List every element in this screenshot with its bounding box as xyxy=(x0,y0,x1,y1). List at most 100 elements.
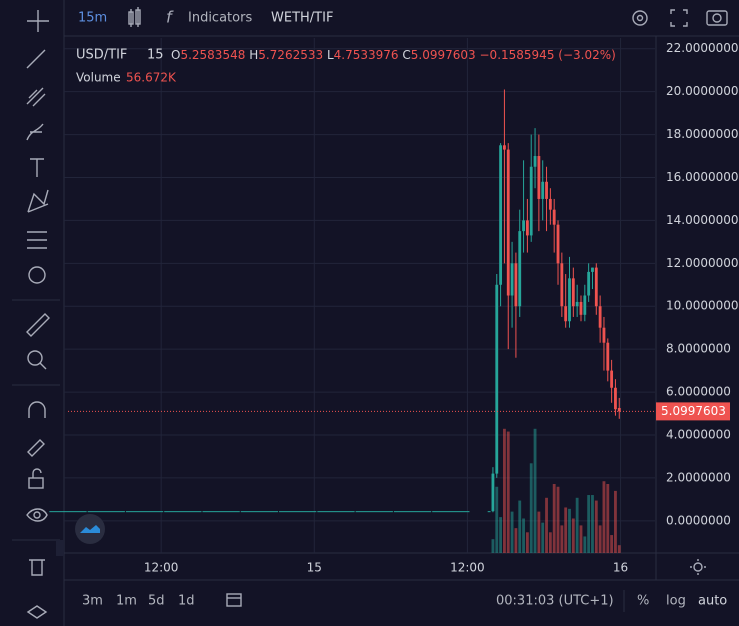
volume-bar xyxy=(571,518,575,553)
pair-button[interactable]: WETH/TIF xyxy=(271,11,333,26)
screenshot-button[interactable] xyxy=(706,10,728,26)
legend-low-label: L xyxy=(327,48,334,62)
candle-body xyxy=(606,342,610,371)
volume-bar xyxy=(510,511,514,553)
log-toggle[interactable]: log xyxy=(666,594,686,609)
candle-body xyxy=(518,231,522,307)
x-tick-label: 16 xyxy=(613,561,628,575)
candle-body xyxy=(537,156,541,199)
volume-bar xyxy=(587,495,591,553)
percent-toggle[interactable]: % xyxy=(637,594,649,609)
legend-symbol: USD/TIF xyxy=(76,48,127,63)
range-button[interactable]: 1d xyxy=(178,594,195,609)
candle-body xyxy=(495,284,499,474)
volume-bar xyxy=(579,525,583,553)
volume-bar xyxy=(537,511,541,553)
volume-bar xyxy=(602,481,606,553)
candle-body xyxy=(393,511,432,513)
y-tick-label: 0.0000000 xyxy=(666,513,731,527)
candle-body xyxy=(522,220,525,232)
volume-bar xyxy=(610,535,614,553)
candle-body xyxy=(240,511,279,513)
candle-body xyxy=(560,263,564,307)
volume-bar xyxy=(591,495,594,553)
legend-open: 5.2583548 xyxy=(180,48,245,62)
candle-body xyxy=(545,181,548,199)
y-tick-label: 22.0000000 xyxy=(666,41,739,55)
drawing-tools[interactable] xyxy=(26,49,50,619)
y-tick-label: 4.0000000 xyxy=(666,427,731,441)
legend-high-label: H xyxy=(249,48,258,62)
y-tick-label: 14.0000000 xyxy=(666,213,739,227)
x-tick-label: 12:00 xyxy=(450,561,485,575)
candle-body xyxy=(564,306,568,322)
fx-icon: f xyxy=(166,8,174,27)
candle-body xyxy=(525,220,529,236)
interval-button[interactable]: 15m xyxy=(78,11,107,26)
y-tick-label: 10.0000000 xyxy=(666,299,739,313)
goto-date-button[interactable] xyxy=(226,593,242,607)
candle-body xyxy=(602,327,606,343)
candle-body xyxy=(552,209,556,225)
crosshair-tool[interactable] xyxy=(27,10,49,32)
volume-bar xyxy=(541,522,545,553)
volume-bar xyxy=(522,518,525,553)
candle-body xyxy=(279,511,317,513)
candle-body xyxy=(491,473,495,512)
y-tick-label: 8.0000000 xyxy=(666,342,731,356)
range-button[interactable]: 5d xyxy=(148,594,165,609)
collapse-button[interactable] xyxy=(56,540,64,556)
legend-change: −0.1585945 (−3.02%) xyxy=(480,48,616,62)
volume-bar xyxy=(568,508,571,553)
legend-volume-value: 56.672K xyxy=(126,71,177,85)
volume-bar xyxy=(614,490,617,553)
range-button[interactable]: 1m xyxy=(116,594,137,609)
fullscreen-button[interactable] xyxy=(670,9,688,27)
legend-low: 4.7533976 xyxy=(334,48,399,62)
y-tick-label: 18.0000000 xyxy=(666,127,739,141)
candle-body xyxy=(556,224,560,264)
candle-body xyxy=(503,145,506,150)
volume-bar xyxy=(491,539,495,553)
indicators-button[interactable]: Indicators xyxy=(188,11,252,26)
last-price-label: 5.0997603 xyxy=(661,404,726,418)
auto-toggle[interactable]: auto xyxy=(698,594,727,609)
axis-settings[interactable] xyxy=(690,559,706,575)
candle-body xyxy=(317,511,355,513)
candle-body xyxy=(617,407,621,412)
candle-body xyxy=(49,511,87,513)
settings-button[interactable] xyxy=(632,10,648,26)
candle-body xyxy=(510,263,514,296)
chart-type-button[interactable] xyxy=(128,7,141,27)
volume-bar xyxy=(575,497,579,553)
range-button[interactable]: 3m xyxy=(82,594,103,609)
y-tick-label: 6.0000000 xyxy=(666,385,731,399)
volume-bar xyxy=(598,525,602,553)
volume-bar xyxy=(548,532,552,553)
clock: 00:31:03 (UTC+1) xyxy=(496,594,614,609)
candle-body xyxy=(506,149,510,296)
y-tick-label: 2.0000000 xyxy=(666,470,731,484)
logo-mark xyxy=(80,525,100,533)
x-tick-label: 12:00 xyxy=(144,561,179,575)
legend-volume-label: Volume xyxy=(76,71,121,85)
volume-bar xyxy=(583,536,587,553)
legend-high: 5.7262533 xyxy=(258,48,323,62)
legend-interval: 15 xyxy=(147,48,164,63)
y-tick-label: 20.0000000 xyxy=(666,84,739,98)
candle-body xyxy=(579,301,583,315)
volume-bar xyxy=(525,532,529,553)
volume-bar xyxy=(499,517,503,553)
volume-bar xyxy=(533,428,537,553)
legend-open-label: O xyxy=(171,48,180,62)
candle-body xyxy=(575,301,579,307)
candle-body xyxy=(591,267,594,272)
volume-bar xyxy=(503,428,506,553)
volume-bar xyxy=(564,507,568,553)
volume-bar xyxy=(556,486,560,553)
candle-body xyxy=(548,198,552,210)
candle-body xyxy=(594,267,598,307)
y-tick-label: 16.0000000 xyxy=(666,170,739,184)
volume-bar xyxy=(529,463,533,553)
